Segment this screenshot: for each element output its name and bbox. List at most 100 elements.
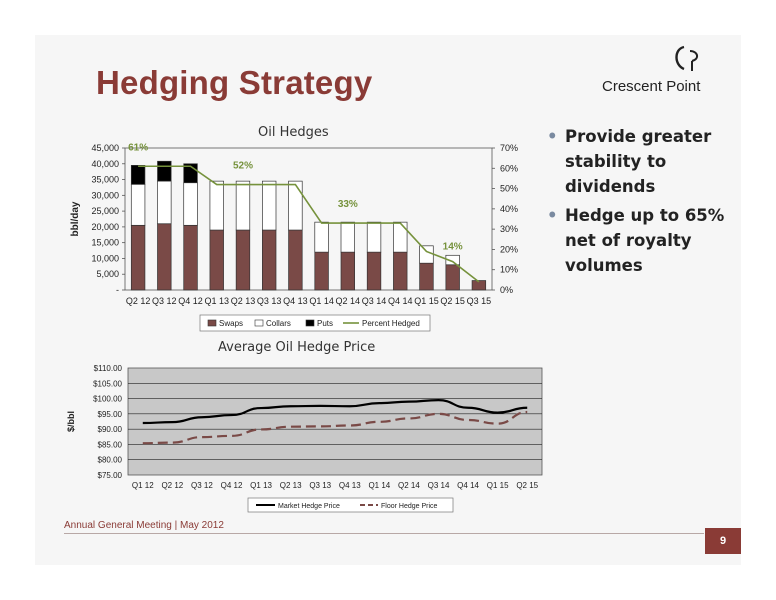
footer-divider — [64, 533, 704, 534]
x-tick-label: Q3 12 — [152, 296, 177, 306]
bar-collars — [393, 221, 408, 253]
y-tick-label: 30,000 — [91, 190, 119, 200]
plot-area — [127, 367, 543, 476]
footer-text: Annual General Meeting | May 2012 — [64, 520, 224, 531]
x-tick-label: Q1 15 — [414, 296, 439, 306]
y-tick-label: $90.00 — [98, 425, 123, 434]
x-tick-label: Q2 14 — [336, 296, 361, 306]
y2-tick-label: 70% — [500, 143, 518, 153]
bar-collars — [340, 221, 355, 253]
y-tick-label: 10,000 — [91, 253, 119, 263]
bullet-dot-icon: • — [547, 127, 558, 146]
bar-collars — [157, 180, 172, 225]
y-tick-label: $105.00 — [93, 379, 122, 388]
y-tick-label: $75.00 — [98, 471, 123, 480]
y2-tick-label: 60% — [500, 163, 518, 173]
crescent-point-logo-icon — [675, 45, 698, 71]
x-tick-label: Q4 12 — [178, 296, 203, 306]
percent-annotation: 33% — [338, 199, 358, 210]
x-tick-label: Q3 12 — [191, 481, 213, 490]
chart-title-oil-hedges: Oil Hedges — [258, 125, 329, 140]
x-tick-label: Q3 13 — [309, 481, 331, 490]
bar-swaps — [340, 251, 355, 291]
y2-tick-label: 20% — [500, 244, 518, 254]
bar-swaps — [262, 229, 277, 291]
y-tick-label: 25,000 — [91, 206, 119, 216]
x-tick-label: Q1 13 — [250, 481, 272, 490]
bar-collars — [183, 182, 198, 226]
x-tick-label: Q2 13 — [231, 296, 256, 306]
y2-tick-label: 30% — [500, 224, 518, 234]
x-tick-label: Q2 15 — [516, 481, 538, 490]
bar-collars — [314, 221, 329, 253]
percent-annotation: 52% — [233, 161, 253, 172]
y-axis-label: bbl/day — [70, 201, 81, 236]
bar-collars — [445, 254, 460, 266]
y-tick-label: 45,000 — [91, 143, 119, 153]
y2-tick-label: 50% — [500, 184, 518, 194]
y2-tick-label: 40% — [500, 204, 518, 214]
y2-tick-label: 10% — [500, 265, 518, 275]
x-tick-label: Q2 13 — [280, 481, 302, 490]
bar-swaps — [419, 262, 434, 291]
legend-swatch — [207, 319, 217, 327]
bullet-item: • Provide greater stability to dividends — [545, 124, 735, 199]
y-tick-label: 35,000 — [91, 175, 119, 185]
y-tick-label: $80.00 — [98, 456, 123, 465]
bar-collars — [288, 180, 303, 231]
x-tick-label: Q1 12 — [132, 481, 154, 490]
legend-label: Floor Hedge Price — [381, 503, 438, 510]
bar-swaps — [445, 264, 460, 291]
bar-swaps — [393, 251, 408, 291]
bar-swaps — [130, 224, 146, 291]
x-tick-label: Q1 14 — [309, 296, 334, 306]
x-tick-label: Q3 13 — [257, 296, 282, 306]
page-number: 9 — [705, 528, 741, 554]
x-tick-label: Q3 14 — [428, 481, 450, 490]
x-tick-label: Q1 14 — [368, 481, 390, 490]
percent-annotation: 14% — [443, 242, 463, 253]
legend-swatch — [254, 319, 264, 327]
slide-title: Hedging Strategy — [96, 64, 373, 101]
x-tick-label: Q4 13 — [283, 296, 308, 306]
bar-collars — [130, 183, 146, 226]
bar-swaps — [183, 224, 198, 291]
y-tick-label: $85.00 — [98, 440, 123, 449]
y-tick-label: $110.00 — [94, 364, 123, 373]
y-tick-label: - — [116, 285, 119, 295]
bar-collars — [235, 180, 251, 231]
bar-swaps — [235, 229, 251, 291]
y-tick-label: $95.00 — [98, 410, 123, 419]
bar-collars — [209, 180, 224, 231]
bullet-dot-icon: • — [547, 206, 558, 225]
legend-label: Puts — [317, 319, 333, 328]
bar-collars — [419, 245, 434, 264]
plot-frame — [124, 147, 493, 291]
slide-background — [35, 35, 741, 565]
y-tick-label: 15,000 — [91, 238, 119, 248]
bar-puts — [130, 165, 146, 185]
legend-box — [199, 314, 431, 332]
oil-hedges-chart: - 5,000 10,000 15,000 20,000 25,000 30,000 35,0… — [70, 142, 518, 332]
bar-swaps — [288, 229, 303, 291]
bar-swaps — [209, 229, 224, 291]
bullet-list: • Provide greater stability to dividends … — [545, 124, 735, 282]
legend-label: Swaps — [219, 319, 243, 328]
x-tick-label: Q1 15 — [487, 481, 509, 490]
legend-label: Percent Hedged — [362, 319, 420, 328]
bar-collars — [366, 221, 382, 253]
bar-swaps — [157, 223, 172, 291]
logo-text: Crescent Point — [602, 78, 701, 95]
x-tick-label: Q4 14 — [388, 296, 413, 306]
y-tick-label: $100.00 — [93, 395, 122, 404]
x-tick-label: Q4 12 — [221, 481, 243, 490]
y-tick-label: 40,000 — [91, 159, 119, 169]
percent-hedged-line — [138, 165, 480, 283]
y-tick-label: 20,000 — [91, 222, 119, 232]
x-tick-label: Q3 14 — [362, 296, 387, 306]
bar-swaps — [366, 251, 382, 291]
x-tick-label: Q2 14 — [398, 481, 420, 490]
y-axis-label: $/bbl — [66, 411, 76, 432]
x-tick-label: Q4 13 — [339, 481, 361, 490]
x-tick-label: Q2 12 — [161, 481, 183, 490]
